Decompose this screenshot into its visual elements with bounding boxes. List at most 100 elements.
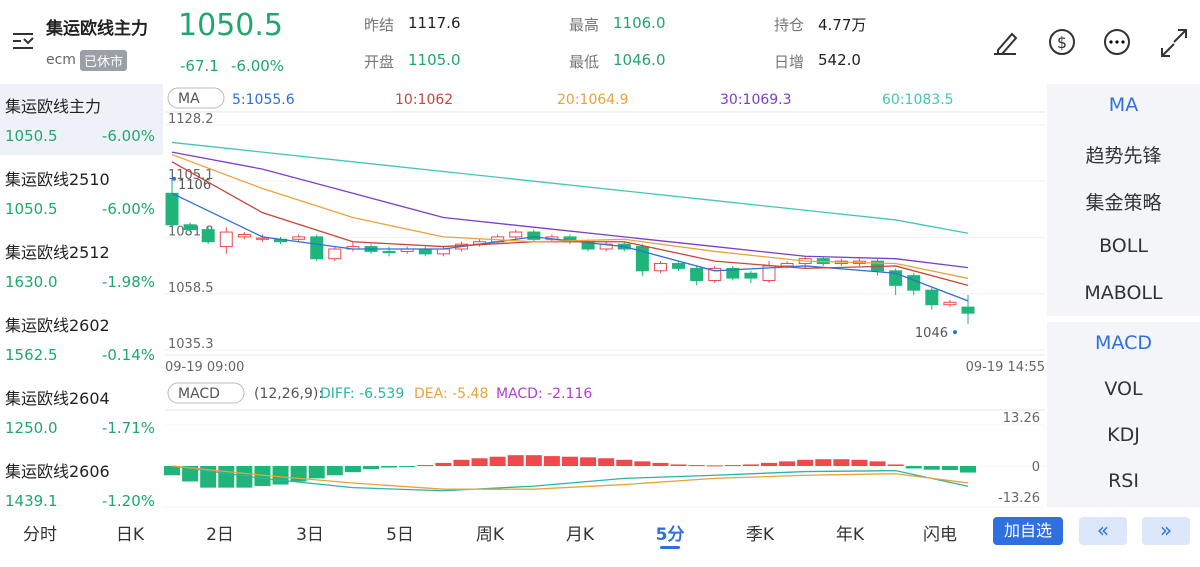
low-marker-dot bbox=[953, 330, 957, 335]
y-tick-label: 1128.2 bbox=[168, 112, 214, 127]
candle-body bbox=[690, 267, 704, 281]
legend-entry: DEA: -5.48 bbox=[414, 386, 488, 402]
period-tab[interactable]: 周K bbox=[475, 525, 505, 545]
macd-bar bbox=[761, 462, 777, 466]
macd-bar bbox=[652, 462, 669, 466]
watch-name[interactable]: 集运欧线主力 bbox=[5, 97, 102, 116]
macd-bar bbox=[616, 459, 633, 466]
watch-change: -1.71% bbox=[101, 419, 155, 437]
stat-value: 4.77万 bbox=[818, 16, 867, 34]
candle-body bbox=[292, 236, 306, 240]
macd-bar bbox=[670, 464, 687, 466]
period-tab[interactable]: 年K bbox=[835, 525, 865, 545]
macd-bar bbox=[887, 464, 904, 466]
macd-bar bbox=[562, 456, 578, 466]
macd-bar bbox=[417, 465, 434, 467]
candle-body bbox=[708, 267, 722, 281]
period-tab[interactable]: 5日 bbox=[386, 525, 414, 545]
macd-bar bbox=[453, 459, 470, 466]
watch-change: -0.14% bbox=[101, 346, 155, 364]
period-tab[interactable]: 闪电 bbox=[923, 525, 957, 545]
candle-body bbox=[509, 231, 523, 238]
macd-bar bbox=[923, 466, 940, 470]
macd-dropdown[interactable] bbox=[167, 382, 245, 404]
watch-name[interactable]: 集运欧线2606 bbox=[5, 462, 110, 481]
macd-bar bbox=[833, 459, 850, 466]
candle-body bbox=[726, 267, 740, 279]
candle-body bbox=[310, 236, 324, 260]
y-tick-label: 13.26 bbox=[1003, 411, 1040, 426]
period-tab[interactable]: 2日 bbox=[206, 525, 234, 545]
indicator-option[interactable]: VOL bbox=[1104, 378, 1143, 400]
macd-bar bbox=[598, 458, 615, 466]
candle-body bbox=[418, 248, 432, 255]
macd-bar bbox=[797, 459, 814, 466]
candle-body bbox=[201, 229, 215, 243]
stat-label: 昨结 bbox=[364, 16, 395, 34]
indicator-option[interactable]: BOLL bbox=[1099, 235, 1148, 257]
macd-dropdown-label: MACD bbox=[178, 386, 220, 402]
y-tick-label: 1058.5 bbox=[168, 281, 214, 296]
macd-bar bbox=[272, 466, 289, 485]
candle-body bbox=[219, 231, 233, 248]
watch-price: 1562.5 bbox=[5, 346, 58, 364]
period-tab[interactable]: 季K bbox=[745, 525, 775, 545]
ma-dropdown[interactable] bbox=[167, 87, 225, 109]
period-tab[interactable]: 分时 bbox=[23, 525, 57, 545]
indicator-option[interactable]: KDJ bbox=[1107, 424, 1140, 446]
more-icon[interactable] bbox=[1104, 29, 1130, 55]
candle-body bbox=[744, 272, 758, 279]
watch-change: -6.00% bbox=[101, 200, 155, 218]
stat-value: 1106.0 bbox=[613, 14, 666, 32]
currency-icon[interactable] bbox=[1049, 29, 1075, 55]
period-tab[interactable]: 5分 bbox=[655, 525, 685, 545]
macd-bar bbox=[182, 466, 199, 482]
indicator-option[interactable]: 集金策略 bbox=[1085, 192, 1162, 214]
prev-button[interactable]: « bbox=[1079, 517, 1127, 545]
exchange: ecm bbox=[46, 52, 76, 68]
stat-value: 1046.0 bbox=[613, 51, 666, 69]
candle-body bbox=[183, 224, 197, 231]
y-tick-label: 0 bbox=[1032, 460, 1040, 475]
indicator-option[interactable]: MACD bbox=[1095, 332, 1152, 354]
candle-body bbox=[672, 263, 686, 269]
watch-name[interactable]: 集运欧线2602 bbox=[5, 316, 110, 335]
period-tab[interactable]: 3日 bbox=[296, 525, 324, 545]
candle-body bbox=[527, 231, 541, 240]
macd-bar bbox=[905, 466, 922, 469]
period-tab[interactable]: 日K bbox=[115, 525, 145, 545]
macd-bar bbox=[960, 466, 976, 473]
candle-body bbox=[436, 248, 450, 255]
watch-change: -6.00% bbox=[101, 127, 155, 145]
watch-change: -1.20% bbox=[101, 492, 155, 510]
ma-line bbox=[171, 151, 969, 269]
macd-bar bbox=[326, 466, 343, 476]
indicator-option[interactable]: 趋势先锋 bbox=[1085, 145, 1162, 167]
macd-bar bbox=[489, 456, 506, 466]
menu-icon[interactable] bbox=[10, 30, 38, 52]
ma-dropdown-label: MA bbox=[178, 91, 200, 107]
high-marker-dot bbox=[172, 176, 176, 181]
draw-icon[interactable] bbox=[994, 32, 1018, 55]
sub-indicator-panel bbox=[1047, 322, 1200, 507]
indicator-option[interactable]: MA bbox=[1108, 94, 1139, 116]
macd-bar bbox=[815, 459, 832, 466]
last-price: 1050.5 bbox=[178, 8, 283, 43]
y-tick-label: 1035.3 bbox=[168, 337, 214, 352]
ma-line bbox=[171, 141, 969, 234]
add-watch-button[interactable]: 加自选 bbox=[993, 517, 1063, 545]
watch-name[interactable]: 集运欧线2510 bbox=[5, 170, 110, 189]
collapse-icon[interactable] bbox=[1161, 29, 1187, 57]
watch-name[interactable]: 集运欧线2604 bbox=[5, 389, 110, 408]
legend-entry: DIFF: -6.539 bbox=[320, 386, 404, 402]
indicator-option[interactable]: MABOLL bbox=[1084, 282, 1163, 304]
watch-price: 1050.5 bbox=[5, 200, 58, 218]
watch-price: 1439.1 bbox=[5, 492, 58, 510]
next-button[interactable]: » bbox=[1142, 517, 1190, 545]
period-tab[interactable]: 月K bbox=[565, 525, 595, 545]
watch-name[interactable]: 集运欧线2512 bbox=[5, 243, 110, 262]
macd-bar bbox=[399, 466, 416, 467]
macd-bar bbox=[724, 465, 741, 467]
indicator-option[interactable]: RSI bbox=[1108, 470, 1139, 492]
